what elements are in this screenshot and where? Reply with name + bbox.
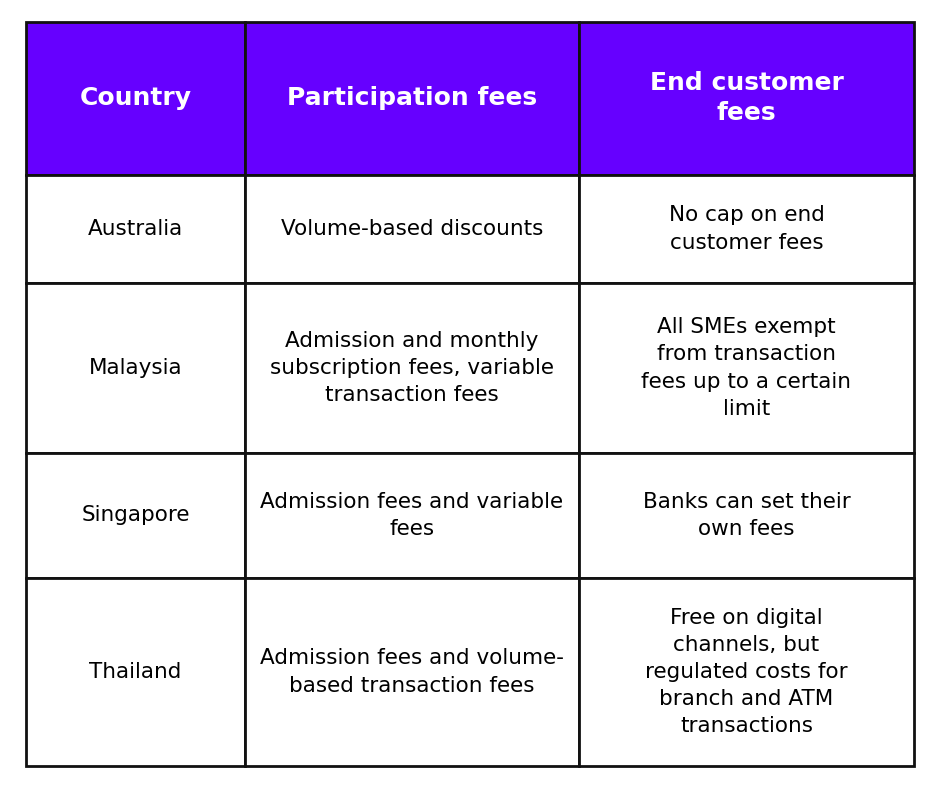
Bar bbox=[244, 452, 579, 578]
Bar bbox=[579, 284, 914, 452]
Text: Admission fees and variable
fees: Admission fees and variable fees bbox=[260, 492, 564, 539]
Text: Admission and monthly
subscription fees, variable
transaction fees: Admission and monthly subscription fees,… bbox=[270, 331, 554, 405]
Text: Australia: Australia bbox=[88, 219, 183, 239]
Text: End customer
fees: End customer fees bbox=[650, 72, 843, 125]
Bar bbox=[244, 578, 579, 766]
Text: Free on digital
channels, but
regulated costs for
branch and ATM
transactions: Free on digital channels, but regulated … bbox=[645, 608, 848, 736]
Text: Malaysia: Malaysia bbox=[88, 358, 182, 378]
Text: Country: Country bbox=[80, 87, 192, 110]
Bar bbox=[579, 175, 914, 284]
Text: Admission fees and volume-
based transaction fees: Admission fees and volume- based transac… bbox=[260, 649, 564, 696]
Bar bbox=[244, 22, 579, 175]
Bar bbox=[244, 284, 579, 452]
Bar bbox=[26, 284, 244, 452]
Text: Participation fees: Participation fees bbox=[287, 87, 537, 110]
Text: Banks can set their
own fees: Banks can set their own fees bbox=[643, 492, 851, 539]
Bar bbox=[244, 175, 579, 284]
Bar bbox=[26, 452, 244, 578]
Bar bbox=[579, 22, 914, 175]
Text: Singapore: Singapore bbox=[82, 505, 190, 526]
Bar bbox=[579, 578, 914, 766]
Bar bbox=[26, 175, 244, 284]
Text: No cap on end
customer fees: No cap on end customer fees bbox=[668, 206, 824, 253]
Bar bbox=[26, 22, 244, 175]
Bar bbox=[579, 452, 914, 578]
Text: Volume-based discounts: Volume-based discounts bbox=[281, 219, 543, 239]
Text: All SMEs exempt
from transaction
fees up to a certain
limit: All SMEs exempt from transaction fees up… bbox=[641, 318, 852, 419]
Bar bbox=[26, 578, 244, 766]
Text: Thailand: Thailand bbox=[89, 662, 181, 682]
